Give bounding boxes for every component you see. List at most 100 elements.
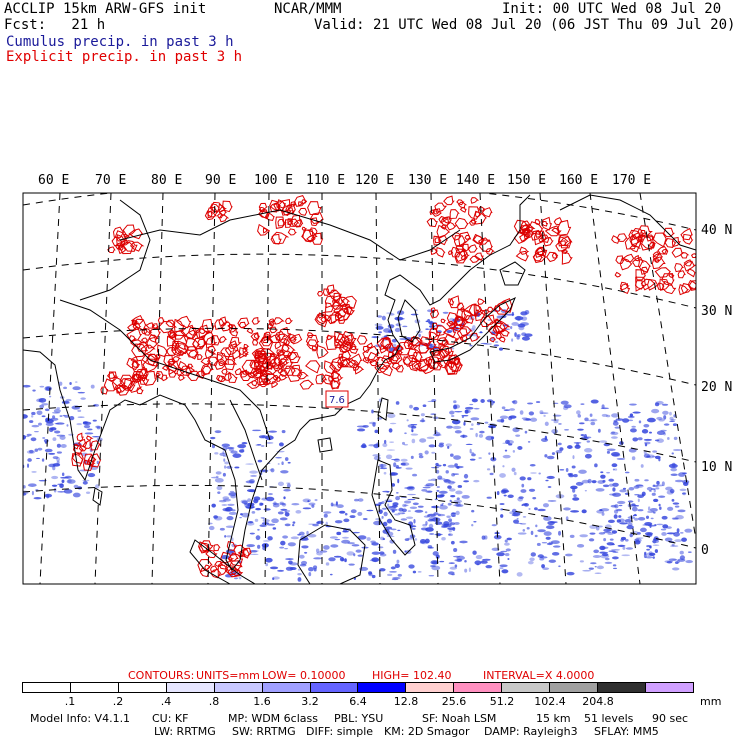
cumulus-precip-cell: [573, 442, 582, 444]
cumulus-precip-cell: [282, 535, 289, 539]
explicit-precip-contour: [277, 199, 294, 213]
explicit-precip-contour: [474, 211, 482, 218]
explicit-precip-contour: [258, 202, 269, 212]
explicit-precip-contour: [435, 246, 446, 258]
explicit-precip-contour: [456, 199, 465, 206]
cumulus-precip-cell: [56, 407, 61, 410]
cumulus-precip-cell: [390, 528, 397, 531]
cumulus-precip-cell: [450, 453, 454, 457]
cumulus-precip-cell: [638, 420, 642, 424]
cumulus-precip-cell: [576, 544, 585, 548]
explicit-precip-contour: [657, 282, 665, 290]
cumulus-precip-cell: [613, 420, 618, 423]
explicit-precip-contour: [611, 235, 621, 244]
explicit-precip-contour: [289, 337, 297, 343]
cumulus-precip-cell: [672, 423, 678, 427]
cumulus-precip-cell: [468, 567, 471, 572]
cumulus-precip-cell: [59, 483, 64, 489]
cumulus-precip-cell: [601, 553, 609, 557]
explicit-precip-contour: [315, 314, 327, 325]
cumulus-precip-cell: [670, 473, 678, 477]
cumulus-precip-cell: [451, 512, 456, 515]
cumulus-precip-cell: [670, 419, 676, 421]
cumulus-precip-cell: [611, 436, 618, 439]
cumulus-precip-cell: [230, 494, 237, 499]
cumulus-precip-cell: [634, 540, 641, 545]
cumulus-precip-cell: [590, 421, 596, 426]
cumulus-precip-cell: [438, 490, 448, 494]
longitude-label: 120 E: [355, 173, 395, 188]
cumulus-precip-cell: [653, 498, 659, 503]
explicit-precip-contour: [228, 371, 238, 384]
cumulus-precip-cell: [449, 317, 455, 322]
explicit-precip-contour: [487, 306, 494, 313]
cumulus-precip-cell: [514, 332, 517, 337]
cumulus-precip-cell: [611, 556, 619, 560]
cumulus-precip-cell: [527, 441, 531, 443]
explicit-precip-contour: [663, 227, 675, 238]
cumulus-precip-cell: [272, 577, 275, 581]
explicit-precip-contour: [118, 245, 127, 255]
cumulus-precip-cell: [558, 565, 561, 568]
cumulus-precip-cell: [503, 494, 507, 497]
explicit-precip-contour: [454, 316, 464, 327]
explicit-precip-contour: [686, 268, 696, 278]
cumulus-precip-cell: [295, 510, 302, 514]
cumulus-precip-cell: [501, 569, 509, 574]
cumulus-precip-cell: [395, 401, 400, 405]
cumulus-precip-cell: [478, 457, 482, 459]
explicit-precip-contour: [192, 336, 208, 350]
cumulus-precip-cell: [629, 533, 633, 538]
explicit-precip-contour: [449, 295, 462, 309]
cumulus-precip-cell: [87, 473, 96, 478]
cumulus-precip-cell: [552, 545, 561, 548]
meridian-line: [207, 193, 216, 584]
cumulus-precip-cell: [646, 548, 650, 551]
explicit-precip-contour: [403, 354, 419, 367]
footer-pbl: PBL: YSU: [334, 712, 384, 725]
coastline: [377, 397, 389, 421]
explicit-precip-contour: [407, 348, 418, 360]
cumulus-precip-cell: [262, 540, 270, 542]
cumulus-precip-cell: [410, 455, 414, 459]
cumulus-precip-cell: [390, 566, 396, 570]
color-scale-swatch: [454, 683, 503, 692]
meridian-line: [639, 193, 696, 541]
explicit-precip-contour: [444, 333, 460, 345]
cumulus-precip-cell: [464, 559, 467, 563]
explicit-precip-contour: [339, 358, 349, 368]
explicit-precip-contour: [132, 373, 144, 382]
cumulus-precip-cell: [280, 540, 286, 546]
cumulus-precip-cell: [34, 448, 39, 452]
cumulus-precip-cell: [381, 515, 384, 519]
cumulus-precip-cell: [366, 509, 374, 512]
cumulus-precip-cell: [471, 453, 476, 457]
explicit-precip-contour: [87, 453, 102, 468]
cumulus-precip-cell: [394, 316, 404, 321]
footer-cu: CU: KF: [152, 712, 189, 725]
cumulus-precip-cell: [419, 538, 426, 544]
cumulus-precip-cell: [374, 503, 382, 507]
cumulus-precip-cell: [247, 498, 252, 502]
explicit-precip-contour: [555, 240, 570, 252]
explicit-precip-contour: [431, 208, 443, 217]
cumulus-precip-cell: [33, 497, 42, 500]
meridian-line: [479, 193, 501, 584]
cumulus-precip-cell: [676, 560, 681, 563]
cumulus-precip-cell: [407, 493, 417, 496]
explicit-precip-contour: [201, 318, 215, 334]
cumulus-precip-cell: [393, 458, 400, 462]
explicit-precip-contour: [462, 243, 471, 253]
cumulus-precip-cell: [522, 528, 526, 532]
cumulus-precip-cell: [292, 521, 296, 524]
cumulus-precip-cell: [386, 449, 396, 451]
cumulus-precip-cell: [469, 428, 474, 430]
explicit-precip-contour: [142, 358, 159, 373]
cumulus-precip-cell: [23, 384, 31, 388]
parallel-line: [23, 403, 696, 463]
cumulus-precip-cell: [56, 460, 60, 465]
cumulus-precip-cell: [323, 545, 330, 550]
cumulus-precip-cell: [362, 517, 368, 521]
cumulus-precip-cell: [439, 505, 448, 510]
